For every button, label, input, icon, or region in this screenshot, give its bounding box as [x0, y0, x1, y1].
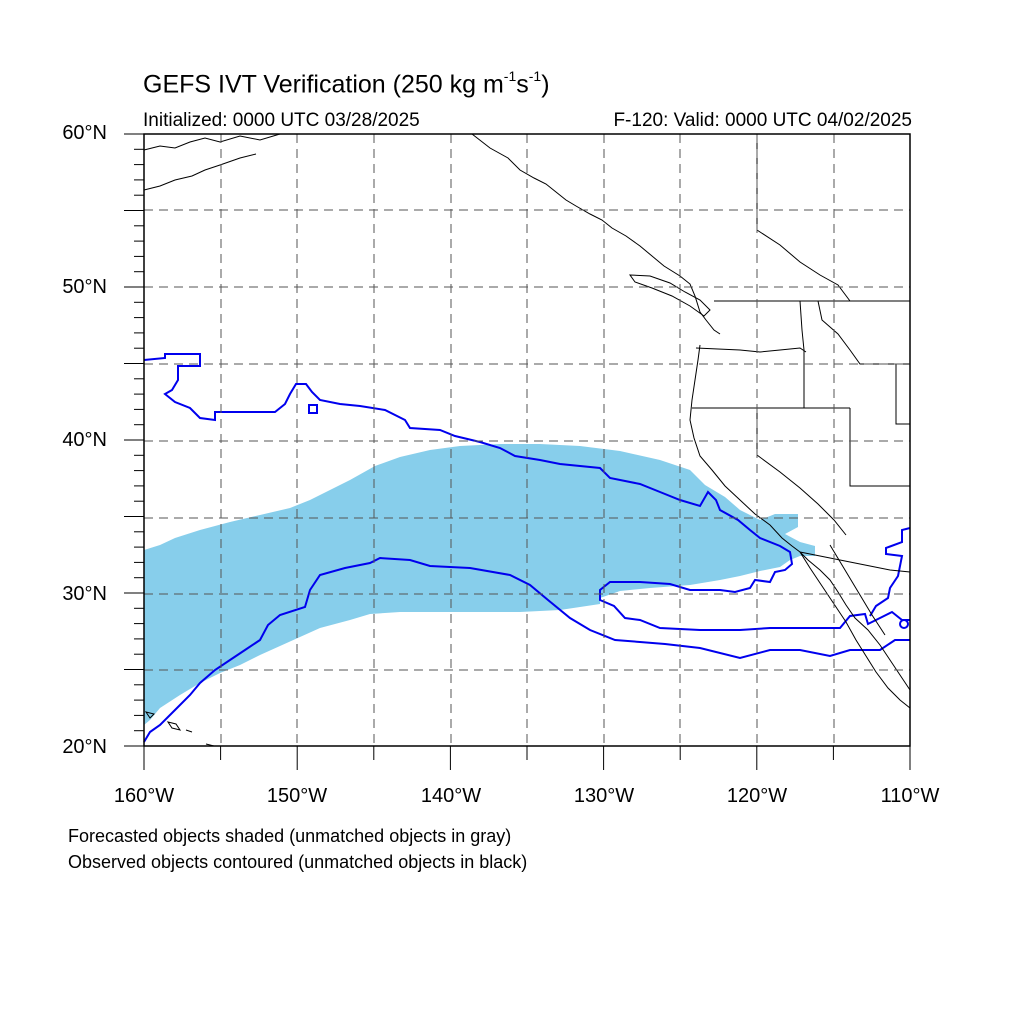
chart-title: GEFS IVT Verification (250 kg m-1s-1) — [143, 68, 550, 99]
us-west-coast — [689, 344, 911, 691]
legend-observed-note: Observed objects contoured (unmatched ob… — [68, 852, 528, 872]
legend-forecast-note: Forecasted objects shaded (unmatched obj… — [68, 826, 512, 846]
observed-contours — [143, 353, 911, 743]
lat-label-50: 50°N — [62, 276, 107, 298]
lon-label-120w: 120°W — [726, 785, 788, 807]
canada-coast-upper — [143, 133, 281, 151]
lon-label-160w: 160°W — [113, 785, 175, 807]
observed-contour-north — [143, 353, 910, 631]
lat-label-20: 20°N — [62, 736, 107, 758]
wyoming-border — [895, 364, 910, 425]
hawaii-islands — [144, 711, 215, 747]
idaho-border — [799, 300, 805, 408]
observed-contour-islet — [308, 404, 318, 414]
alaska-coast — [471, 133, 721, 335]
bc-interior — [756, 134, 851, 302]
lon-label-130w: 130°W — [573, 785, 635, 807]
lon-label-150w: 150°W — [266, 785, 328, 807]
oregon-washington-border — [695, 347, 807, 353]
vancouver-island — [628, 274, 711, 317]
lat-label-30: 30°N — [62, 583, 107, 605]
nevada-utah-border — [849, 408, 910, 487]
valid-time-label: F-120: Valid: 0000 UTC 04/02/2025 — [613, 110, 912, 131]
observed-contour-mexico — [869, 527, 911, 617]
lat-label-40: 40°N — [62, 429, 107, 451]
gulf-coast — [829, 544, 886, 636]
canada-coast-lower — [143, 153, 257, 191]
forecast-object-shading — [144, 444, 815, 725]
axis-ticks — [124, 133, 911, 770]
mexico-border — [799, 551, 911, 573]
init-time-label: Initialized: 0000 UTC 03/28/2025 — [143, 110, 420, 131]
coastlines — [143, 133, 911, 747]
montana-border — [817, 300, 910, 365]
baja-coast — [799, 551, 911, 709]
observed-contour-south — [143, 556, 910, 743]
graticule — [144, 134, 910, 746]
lon-label-110w: 110°W — [880, 785, 940, 807]
lon-label-140w: 140°W — [420, 785, 482, 807]
lat-label-60: 60°N — [62, 122, 107, 144]
observed-contour-small — [899, 619, 909, 629]
